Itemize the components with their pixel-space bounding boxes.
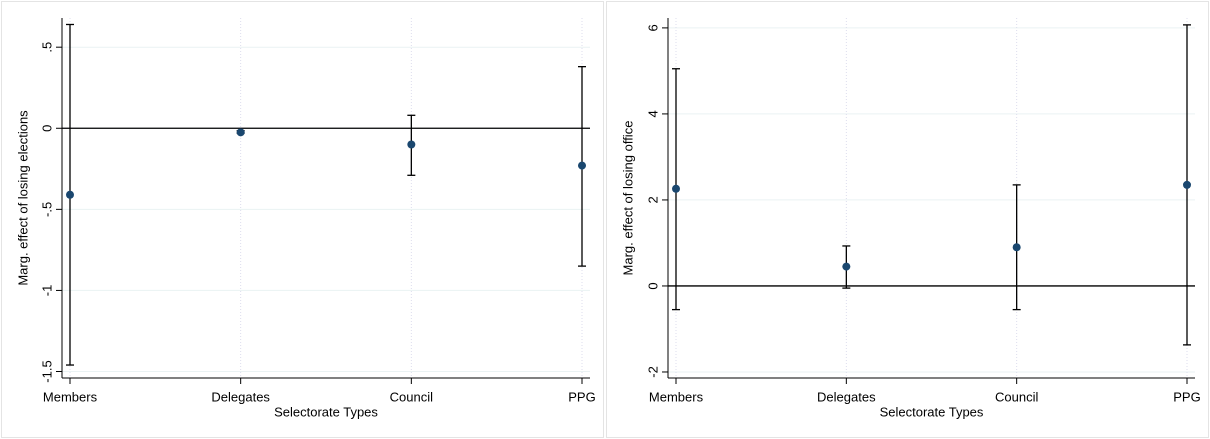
y-tick-label: -.5 — [39, 202, 54, 217]
x-axis-title: Selectorate Types — [274, 404, 378, 419]
x-tick-label: Council — [995, 389, 1038, 404]
x-tick-label: Members — [43, 389, 98, 404]
point — [1012, 243, 1021, 252]
panel-border — [606, 1, 1209, 438]
y-axis-title: Marg. effect of losing office — [620, 121, 635, 276]
y-tick-label: 0 — [645, 282, 660, 289]
point — [672, 184, 680, 193]
x-tick-label: Council — [390, 389, 433, 404]
x-axis-title: Selectorate Types — [880, 404, 984, 419]
x-tick-label: Delegates — [817, 389, 876, 404]
x-tick-label: PPG — [1173, 389, 1200, 404]
x-tick-label: PPG — [568, 389, 595, 404]
y-tick-label: -2 — [645, 366, 660, 378]
point — [842, 262, 851, 271]
x-tick-label: Delegates — [211, 389, 270, 404]
y-tick-label: .5 — [39, 42, 54, 53]
y-tick-label: 2 — [645, 196, 660, 203]
panel-border — [1, 1, 604, 438]
y-tick-label: 6 — [645, 24, 660, 31]
point — [578, 161, 586, 170]
point — [236, 128, 245, 137]
point — [407, 140, 416, 149]
y-tick-label: -1 — [39, 285, 54, 297]
point — [1183, 180, 1191, 189]
x-tick-label: Members — [649, 389, 704, 404]
y-tick-label: 0 — [39, 125, 54, 132]
y-axis-title: Marg. effect of losing elections — [15, 110, 30, 286]
point — [66, 190, 74, 199]
y-tick-label: 4 — [645, 110, 660, 117]
y-tick-label: -1.5 — [39, 360, 54, 382]
